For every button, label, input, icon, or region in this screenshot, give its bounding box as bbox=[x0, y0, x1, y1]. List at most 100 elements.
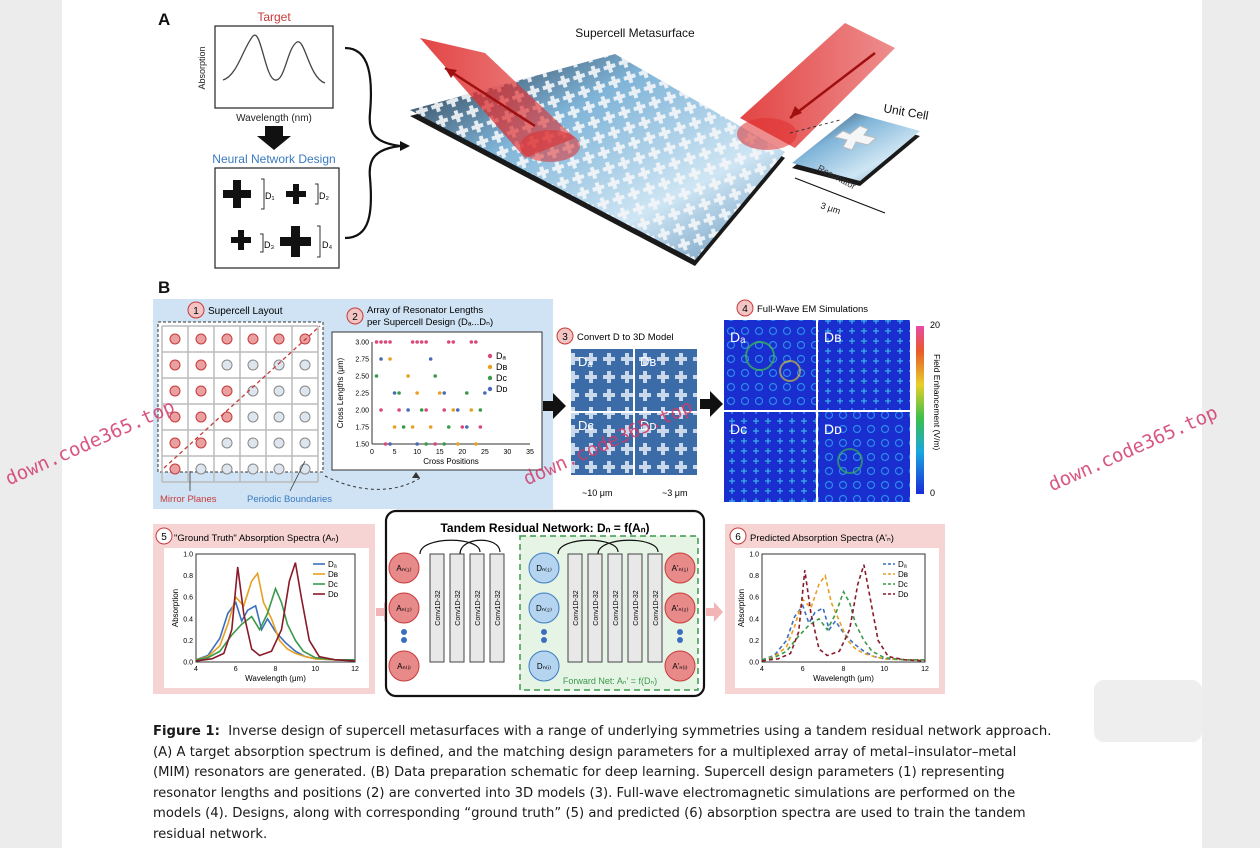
x-tick-label: 5 bbox=[393, 449, 397, 456]
x-tick-label: 10 bbox=[880, 666, 888, 673]
legend-label: Dᴅ bbox=[898, 590, 909, 599]
caption-text: Inverse design of supercell metasurfaces… bbox=[153, 724, 1052, 842]
scatter-point bbox=[474, 442, 478, 446]
scatter-point bbox=[442, 408, 447, 412]
step1-badge bbox=[187, 301, 205, 319]
x-tick-label: 8 bbox=[842, 666, 846, 673]
field-quad-b bbox=[818, 320, 910, 410]
scatter-point bbox=[428, 357, 433, 361]
scatter-point bbox=[465, 391, 469, 395]
panel-b-figure: 1 Supercell Layout Mirror Planes Periodi… bbox=[153, 299, 945, 698]
x-tick-label: 0 bbox=[370, 449, 374, 456]
scatter-point bbox=[388, 340, 392, 344]
scatter-point bbox=[406, 374, 410, 378]
conv-block-label: Conv1D-32 bbox=[613, 590, 620, 626]
layout-cell bbox=[273, 411, 285, 423]
y-tick-label: 0.2 bbox=[183, 638, 193, 645]
colorbar-label: Field Enhancement (V/m) bbox=[932, 354, 942, 451]
a-node-label: Aₙ₍₁₎ bbox=[396, 564, 411, 573]
ellipsis-dot bbox=[541, 629, 547, 635]
scatter-point bbox=[437, 391, 442, 395]
x-tick-label: 15 bbox=[436, 449, 444, 456]
legend-marker bbox=[487, 375, 493, 381]
scatter-point bbox=[474, 340, 478, 344]
scatter-point bbox=[388, 357, 392, 361]
step3-badge bbox=[556, 327, 574, 345]
layout-cell bbox=[299, 385, 311, 397]
arrow-to-sim-icon bbox=[700, 391, 723, 417]
incident-beam-right bbox=[740, 23, 895, 148]
d3-label: D₃ bbox=[264, 240, 274, 250]
layout-cell bbox=[299, 437, 311, 449]
layout-cell bbox=[195, 463, 207, 475]
scale-bar bbox=[794, 177, 886, 214]
field-quad-d bbox=[818, 412, 910, 502]
legend-label: Dₐ bbox=[898, 560, 908, 569]
ap-node bbox=[664, 592, 696, 624]
scatter-point bbox=[483, 391, 487, 395]
field-quad-c bbox=[724, 412, 816, 502]
step6-badge bbox=[729, 527, 747, 545]
d2-label: D₂ bbox=[319, 191, 329, 201]
ellipsis-dot bbox=[677, 629, 683, 635]
tandem-nodes: Aₙ₍₁₎ Aₙ₍₂₎ Aₙ₍ᵢ₎ Dₙ₍₁₎ Dₙ₍₂₎ Dₙ₍ᵢ₎ A'ₙ₍₁₎ A'ₙ₍… bbox=[388, 539, 696, 682]
target-spectrum-curve bbox=[222, 34, 326, 84]
ap-node-label: A'ₙ₍₂₎ bbox=[671, 604, 688, 613]
layout-cell bbox=[299, 463, 311, 475]
legend-label: Dᴅ bbox=[496, 384, 507, 394]
unit-cell-label: Unit Cell bbox=[882, 101, 929, 123]
y-tick-label: 3.00 bbox=[355, 340, 369, 347]
scatter-point bbox=[383, 340, 388, 344]
y-tick-label: 2.75 bbox=[355, 357, 369, 364]
nn-design-title: Neural Network Design bbox=[212, 152, 335, 166]
scatter-point bbox=[469, 340, 474, 344]
layout-cell bbox=[169, 333, 181, 345]
series-line bbox=[761, 573, 925, 661]
ap-node-label: A'ₙ₍₁₎ bbox=[672, 564, 689, 573]
scatter-point bbox=[478, 408, 483, 412]
a-node-label: Aₙ₍ᵢ₎ bbox=[397, 662, 411, 671]
layout-grid-cells bbox=[161, 325, 319, 483]
a-node bbox=[388, 650, 420, 682]
ellipsis-dot bbox=[677, 637, 683, 643]
arrow-out-icon bbox=[445, 68, 457, 78]
legend-label: Dʙ bbox=[328, 570, 338, 579]
step6-title: Predicted Absorption Spectra (A'ₙ) bbox=[750, 533, 894, 544]
series-line bbox=[195, 586, 355, 661]
skip-connection bbox=[597, 539, 659, 555]
step5-badge bbox=[155, 527, 173, 545]
tandem-title: Tandem Residual Network: Dₙ = f(Aₙ) bbox=[440, 521, 649, 535]
conv-block bbox=[627, 553, 643, 663]
layout-cell bbox=[247, 411, 259, 423]
conv-block-label: Conv1D-32 bbox=[573, 590, 580, 626]
target-title: Target bbox=[257, 10, 291, 24]
x-tick-label: 12 bbox=[351, 666, 359, 673]
conv-block bbox=[607, 553, 623, 663]
legend-label: Dᴄ bbox=[496, 373, 507, 383]
y-tick-label: 0.0 bbox=[749, 660, 759, 667]
plot-frame bbox=[761, 553, 926, 663]
d-node bbox=[528, 552, 560, 584]
colorbar-max: 20 bbox=[930, 320, 940, 330]
series-line bbox=[761, 564, 926, 662]
periodic-boundaries-label: Periodic Boundaries bbox=[247, 494, 332, 505]
d1-label: D₁ bbox=[265, 191, 275, 201]
y-tick-label: 0.8 bbox=[183, 573, 193, 580]
line-ylabel: Absorption bbox=[171, 589, 180, 627]
scatter-point bbox=[433, 442, 438, 446]
figure-caption: Figure 1: Inverse design of supercell me… bbox=[153, 722, 1053, 845]
legend-label: Dʙ bbox=[496, 362, 507, 372]
layout-cell bbox=[169, 385, 181, 397]
scale-label: 3 μm bbox=[819, 200, 841, 216]
scatter-point bbox=[419, 408, 424, 412]
scatter-point bbox=[388, 442, 392, 446]
field-label-d: Dᴅ bbox=[824, 421, 842, 437]
step3-title: Convert D to 3D Model bbox=[577, 332, 674, 343]
x-tick-label: 4 bbox=[760, 666, 764, 673]
field-label-b: Dʙ bbox=[824, 329, 842, 345]
scatter-point bbox=[469, 408, 474, 412]
layout-cell bbox=[273, 333, 285, 345]
watermark-logo bbox=[1094, 680, 1202, 742]
unit-cell-cross bbox=[833, 125, 878, 151]
layout-cell bbox=[195, 385, 207, 397]
